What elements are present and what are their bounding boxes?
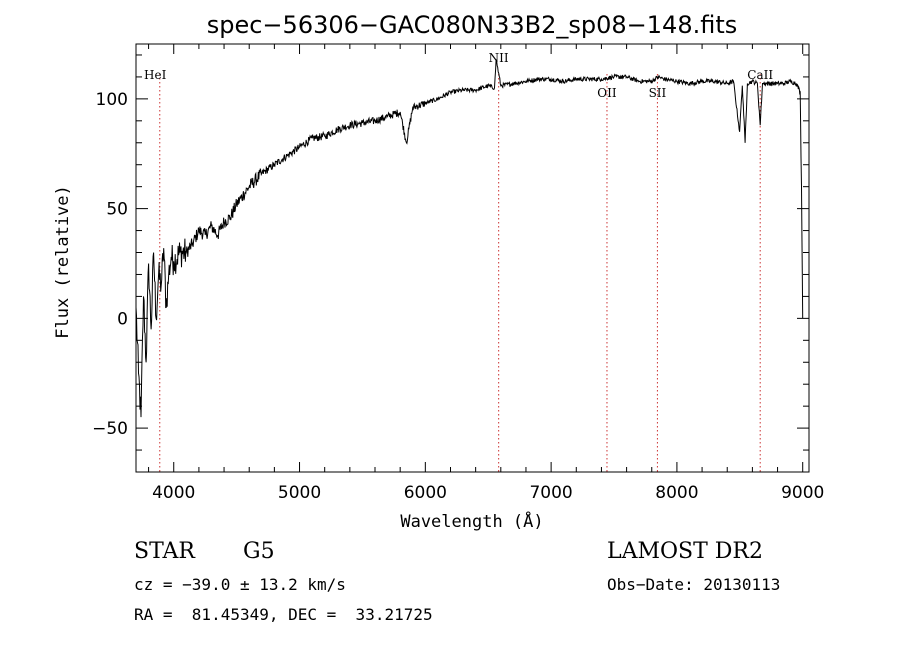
x-tick-label: 5000 <box>278 483 321 503</box>
axis-ticks: 4000 5000 6000 7000 8000 9000 −50 0 50 100 <box>92 44 824 503</box>
spectral-line-label: OII <box>597 86 617 100</box>
chart-title: spec−56306−GAC080N33B2_sp08−148.fits <box>207 11 738 39</box>
survey-name: LAMOST DR2 <box>607 539 763 564</box>
redshift-text: cz = −39.0 ± 13.2 km/s <box>134 575 346 594</box>
object-subclass: G5 <box>243 539 275 564</box>
spectral-line-markers: HeI NII OII SII CaII <box>144 51 773 472</box>
y-tick-label: −50 <box>92 419 128 439</box>
plot-frame <box>135 43 810 473</box>
x-tick-label: 4000 <box>152 483 195 503</box>
y-axis-label: Flux (relative) <box>53 185 73 339</box>
x-tick-label: 7000 <box>529 483 572 503</box>
x-tick-label: 6000 <box>404 483 447 503</box>
spectral-line-label: CaII <box>747 68 773 82</box>
x-tick-label: 8000 <box>655 483 698 503</box>
spectral-line-label: HeI <box>144 68 167 82</box>
radec-text: RA = 81.45349, DEC = 33.21725 <box>134 605 433 624</box>
y-tick-label: 50 <box>106 200 128 220</box>
spectral-line-label: SII <box>649 86 667 100</box>
y-tick-label: 100 <box>96 90 128 110</box>
x-tick-label: 9000 <box>781 483 824 503</box>
x-axis-label: Wavelength (Å) <box>400 510 543 532</box>
obs-date-text: Obs−Date: 20130113 <box>607 575 781 594</box>
y-tick-label: 0 <box>117 309 128 329</box>
object-class: STAR <box>134 539 195 564</box>
flux-series-line <box>135 59 804 418</box>
spectral-line-label: NII <box>489 51 509 65</box>
